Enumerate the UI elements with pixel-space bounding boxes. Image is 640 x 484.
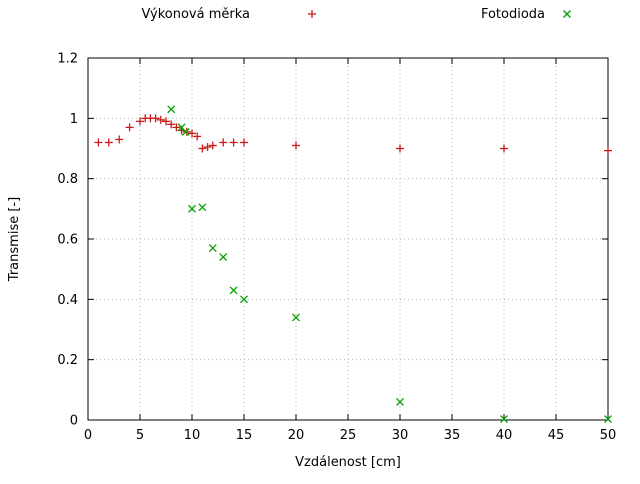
y-axis-label: Transmise [-] xyxy=(7,197,22,282)
x-tick-label: 5 xyxy=(136,428,144,443)
y-tick-label: 0.2 xyxy=(57,353,78,368)
y-tick-label: 0.8 xyxy=(57,172,78,187)
y-tick-label: 0.6 xyxy=(57,233,78,248)
y-tick-label: 1 xyxy=(70,112,78,127)
x-tick-label: 25 xyxy=(340,428,357,443)
cross-marker-icon xyxy=(500,415,508,424)
cross-marker-icon xyxy=(208,244,217,253)
x-axis-label: Vzdálenost [cm] xyxy=(295,455,401,470)
cross-marker-icon xyxy=(198,203,207,212)
cross-marker-icon xyxy=(292,313,300,322)
x-tick-label: 20 xyxy=(288,428,305,443)
cross-marker-icon xyxy=(219,253,228,262)
cross-marker-icon xyxy=(604,415,612,424)
legend-label: Výkonová měrka xyxy=(141,7,250,22)
x-tick-label: 30 xyxy=(392,428,409,443)
cross-marker-icon xyxy=(229,286,238,295)
x-tick-label: 40 xyxy=(496,428,513,443)
cross-marker-icon xyxy=(181,127,190,136)
x-tick-label: 10 xyxy=(184,428,201,443)
cross-marker-icon xyxy=(188,204,196,213)
x-tick-label: 35 xyxy=(444,428,461,443)
legend-label: Fotodioda xyxy=(481,7,545,22)
x-tick-label: 0 xyxy=(84,428,92,443)
y-tick-label: 0 xyxy=(70,414,78,429)
x-tick-label: 50 xyxy=(600,428,617,443)
cross-marker-icon xyxy=(396,397,404,406)
x-tick-label: 15 xyxy=(236,428,253,443)
cross-marker-icon xyxy=(240,295,248,304)
cross-marker-icon xyxy=(177,123,186,132)
cross-marker-icon xyxy=(167,105,176,114)
y-tick-label: 0.4 xyxy=(57,293,78,308)
cross-marker-icon xyxy=(563,10,571,18)
y-tick-label: 1.2 xyxy=(57,52,78,67)
x-tick-label: 45 xyxy=(548,428,565,443)
